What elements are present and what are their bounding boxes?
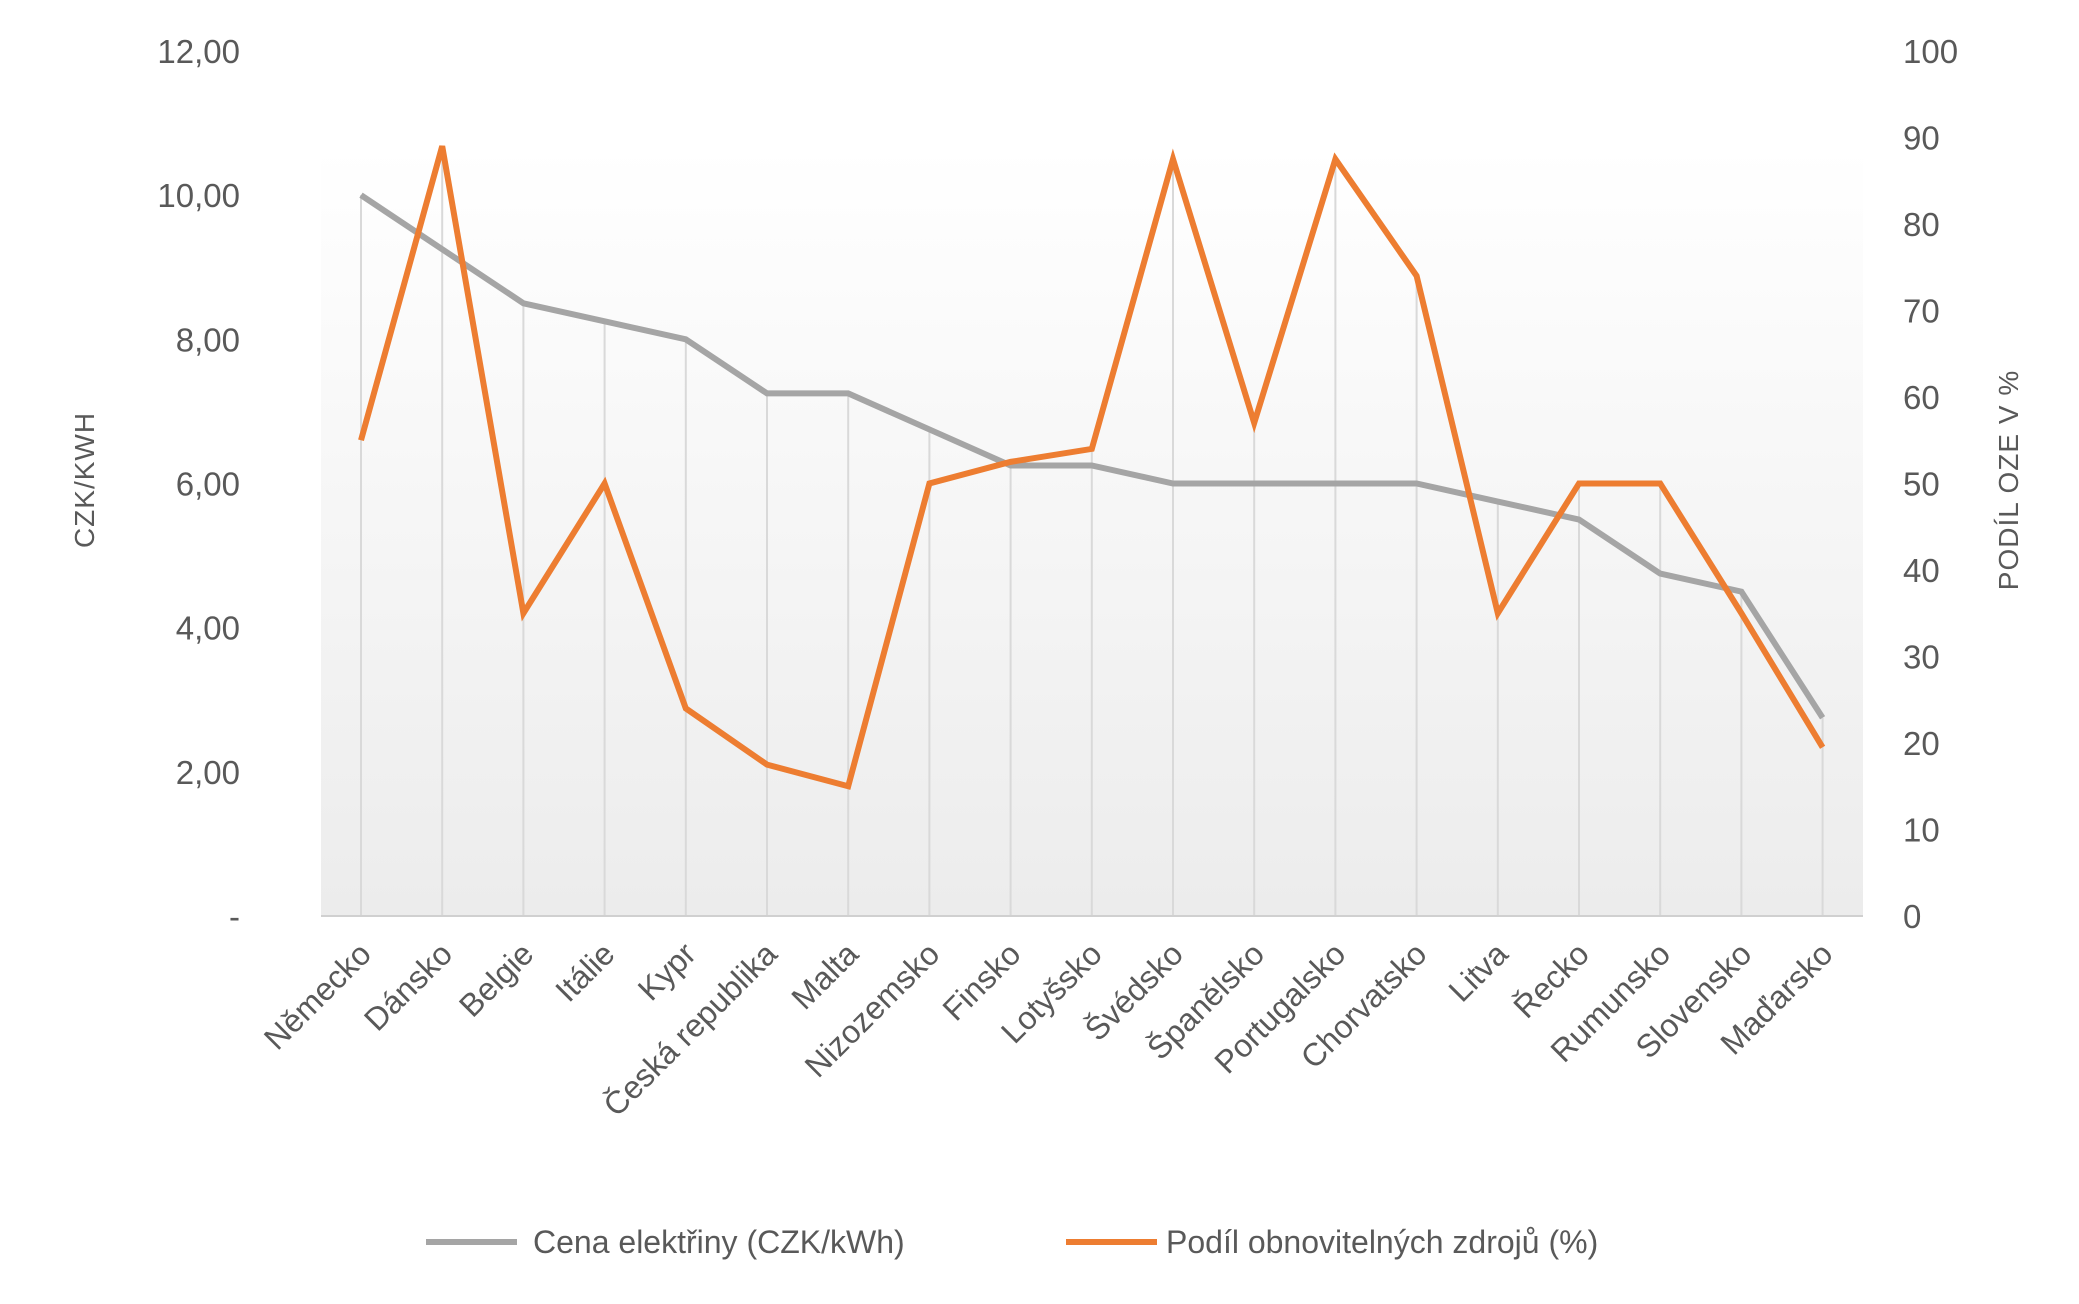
legend-label-renewables: Podíl obnovitelných zdrojů (%)	[1166, 1224, 1598, 1260]
y-tick-label-right: 40	[1903, 552, 1940, 589]
y-tick-label-right: 20	[1903, 725, 1940, 762]
y-tick-label-right: 30	[1903, 639, 1940, 676]
y-tick-label-left: 2,00	[176, 754, 240, 791]
y-tick-label-left: 4,00	[176, 610, 240, 647]
y-axis-title-left: CZK/KWH	[69, 412, 100, 548]
y-tick-label-right: 60	[1903, 379, 1940, 416]
y-tick-label-right: 90	[1903, 120, 1940, 157]
y-tick-label-left: 6,00	[176, 466, 240, 503]
y-tick-label-right: 100	[1903, 33, 1958, 70]
legend-label-price: Cena elektřiny (CZK/kWh)	[533, 1224, 905, 1260]
y-axis-title-right: PODÍL OZE V %	[1993, 370, 2024, 590]
x-tick-label: Itálie	[548, 935, 621, 1008]
x-tick-label: Německo	[257, 935, 378, 1056]
y-tick-label-right: 0	[1903, 898, 1921, 935]
x-tick-label: Kypr	[631, 935, 703, 1007]
y-tick-label-left: 12,00	[157, 33, 240, 70]
y-tick-label-right: 10	[1903, 812, 1940, 849]
y-tick-label-left: -	[229, 898, 240, 935]
y-tick-label-right: 50	[1903, 466, 1940, 503]
x-tick-label: Dánsko	[357, 935, 459, 1037]
y-tick-label-right: 70	[1903, 293, 1940, 330]
x-tick-label: Belgie	[452, 935, 540, 1023]
y-tick-label-left: 10,00	[157, 177, 240, 214]
y-tick-label-right: 80	[1903, 206, 1940, 243]
x-tick-label: Litva	[1441, 935, 1514, 1008]
legend: Cena elektřiny (CZK/kWh) Podíl obnovitel…	[426, 1224, 1598, 1260]
y-tick-label-left: 8,00	[176, 321, 240, 358]
